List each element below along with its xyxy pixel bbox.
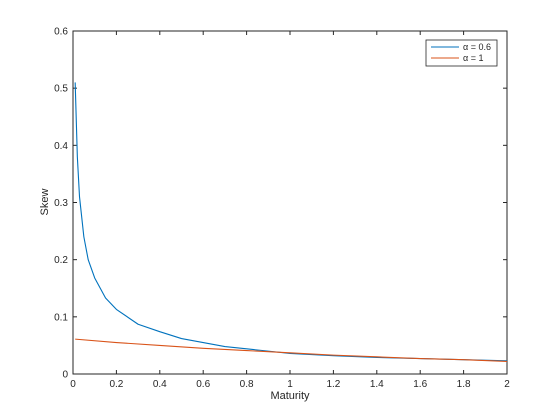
series-line-1 (74, 82, 508, 362)
legend: α = 0.6α = 1 (425, 39, 498, 67)
x-tick-label: 1 (287, 379, 293, 390)
x-tick-label: 0 (70, 379, 76, 390)
y-tick-label: 0.1 (54, 312, 68, 323)
legend-label-1: α = 0.6 (463, 42, 491, 52)
y-tick-label: 0.4 (54, 141, 68, 152)
x-tick-label: 0.2 (109, 379, 123, 390)
y-tick-label: 0.6 (54, 27, 68, 38)
x-axis-title: Maturity (270, 390, 310, 402)
x-tick-label: 1.8 (457, 379, 471, 390)
x-tick-label: 1.2 (326, 379, 340, 390)
x-tick-label: 1.4 (370, 379, 384, 390)
series-lines (74, 82, 508, 362)
y-axis-title: Skew (39, 188, 51, 215)
series-line-2 (75, 338, 508, 362)
legend-box (425, 39, 498, 67)
y-tick-label: 0.3 (54, 198, 68, 209)
legend-label-2: α = 1 (463, 53, 483, 63)
plot-area (72, 30, 508, 375)
x-tick-label: 0.4 (153, 379, 167, 390)
x-tick-label: 0.8 (240, 379, 254, 390)
y-tick-label: 0.5 (54, 84, 68, 95)
x-tick-label: 1.6 (413, 379, 427, 390)
x-tick-label: 2 (504, 379, 510, 390)
y-tick-label: 0.2 (54, 255, 68, 266)
y-tick-label: 0 (62, 370, 68, 381)
x-tick-label: 0.6 (196, 379, 210, 390)
axis-ticks: 0 0.2 0.4 0.6 0.8 1 1.2 1.4 1.6 1.8 2 0 0.1 0.2 0.3 0.4… (54, 27, 510, 391)
